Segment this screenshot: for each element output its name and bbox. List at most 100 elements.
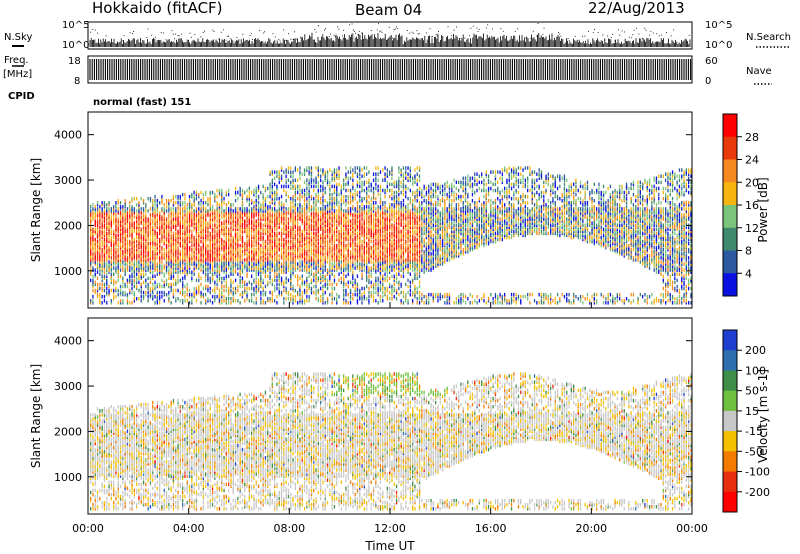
range-gate-mark [165, 198, 168, 203]
range-gate-mark [122, 245, 124, 250]
range-gate-mark [264, 215, 267, 219]
range-gate-mark [290, 219, 292, 223]
range-gate-mark [124, 215, 126, 219]
range-gate-mark [154, 254, 156, 258]
range-gate-mark [294, 260, 296, 264]
range-gate-mark [297, 186, 299, 191]
range-gate-mark [271, 227, 273, 232]
range-gate-mark [106, 203, 108, 207]
range-gate-mark [264, 205, 267, 209]
range-gate-mark [317, 235, 319, 240]
range-gate-mark [92, 215, 94, 219]
range-gate-mark [119, 231, 122, 236]
range-gate-mark [202, 252, 204, 256]
range-gate-mark [103, 239, 106, 244]
noise-search-mark [378, 23, 379, 25]
range-gate-mark [246, 266, 248, 270]
range-gate-mark [205, 254, 207, 258]
range-gate-mark [264, 243, 267, 248]
range-gate-mark [115, 219, 117, 223]
range-gate-mark [255, 260, 257, 264]
range-gate-mark [241, 239, 244, 244]
range-gate-mark [276, 192, 278, 197]
range-gate-mark [292, 170, 294, 174]
range-gate-mark [287, 292, 290, 297]
range-gate-mark [182, 276, 184, 281]
range-gate-mark [182, 247, 184, 252]
range-gate-mark [207, 254, 209, 258]
range-gate-mark [159, 270, 161, 274]
range-gate-mark [294, 262, 296, 266]
range-gate-mark [308, 260, 310, 264]
range-gate-mark [145, 209, 147, 213]
range-gate-mark [290, 172, 292, 176]
range-gate-mark [186, 262, 188, 266]
range-gate-mark [161, 231, 163, 236]
range-gate-mark [117, 223, 119, 227]
range-gate-mark [94, 252, 96, 256]
range-gate-mark [142, 243, 145, 248]
range-gate-mark [154, 233, 156, 238]
range-gate-mark [264, 209, 267, 213]
range-gate-mark [313, 225, 315, 230]
range-gate-mark [317, 237, 319, 242]
range-gate-mark [184, 231, 186, 236]
range-gate-mark [163, 235, 165, 240]
range-gate-mark [315, 262, 317, 266]
range-gate-mark [329, 223, 331, 227]
range-gate-mark [122, 241, 124, 246]
range-gate-mark [308, 201, 310, 205]
range-gate-mark [133, 225, 135, 230]
range-gate-mark [326, 211, 329, 215]
range-gate-mark [225, 227, 227, 232]
range-gate-mark [92, 268, 94, 272]
range-gate-mark [308, 231, 310, 236]
range-gate-mark [260, 268, 262, 272]
cpid-label: CPID [8, 91, 35, 102]
range-gate-mark [198, 207, 200, 211]
range-gate-mark [124, 209, 126, 213]
range-gate-mark [110, 268, 112, 272]
range-gate-mark [278, 268, 280, 272]
range-gate-mark [262, 278, 264, 283]
range-gate-mark [285, 229, 287, 234]
range-gate-mark [310, 225, 313, 230]
range-gate-mark [198, 211, 200, 215]
range-gate-mark [241, 260, 244, 264]
noise-search-mark [432, 36, 433, 38]
range-gate-mark [140, 286, 142, 291]
range-gate-mark [124, 243, 126, 248]
range-gate-mark [106, 223, 108, 227]
range-gate-mark [313, 217, 315, 221]
range-gate-mark [246, 229, 248, 234]
range-gate-mark [303, 290, 306, 295]
range-gate-mark [257, 270, 260, 274]
range-gate-mark [313, 239, 315, 244]
range-gate-mark [149, 229, 152, 234]
range-gate-mark [193, 260, 195, 264]
range-gate-mark [294, 229, 296, 234]
range-gate-mark [113, 250, 115, 254]
range-gate-mark [172, 241, 175, 246]
range-gate-mark [301, 260, 303, 264]
range-gate-mark [322, 221, 324, 225]
range-gate-mark [292, 260, 294, 264]
range-gate-mark [170, 247, 172, 252]
range-gate-mark [119, 215, 122, 219]
range-gate-mark [202, 286, 204, 291]
range-gate-mark [244, 219, 246, 223]
range-gate-mark [154, 247, 156, 252]
range-gate-mark [320, 168, 322, 172]
range-gate-mark [262, 245, 264, 250]
range-gate-mark [301, 188, 303, 193]
range-gate-mark [299, 256, 301, 260]
range-gate-mark [193, 239, 195, 244]
range-gate-mark [280, 203, 283, 207]
range-gate-mark [188, 256, 191, 260]
range-gate-mark [156, 205, 158, 209]
range-gate-mark [317, 229, 319, 234]
range-gate-mark [138, 223, 140, 227]
range-gate-mark [182, 299, 184, 303]
range-gate-mark [239, 192, 241, 197]
range-gate-mark [267, 205, 269, 209]
